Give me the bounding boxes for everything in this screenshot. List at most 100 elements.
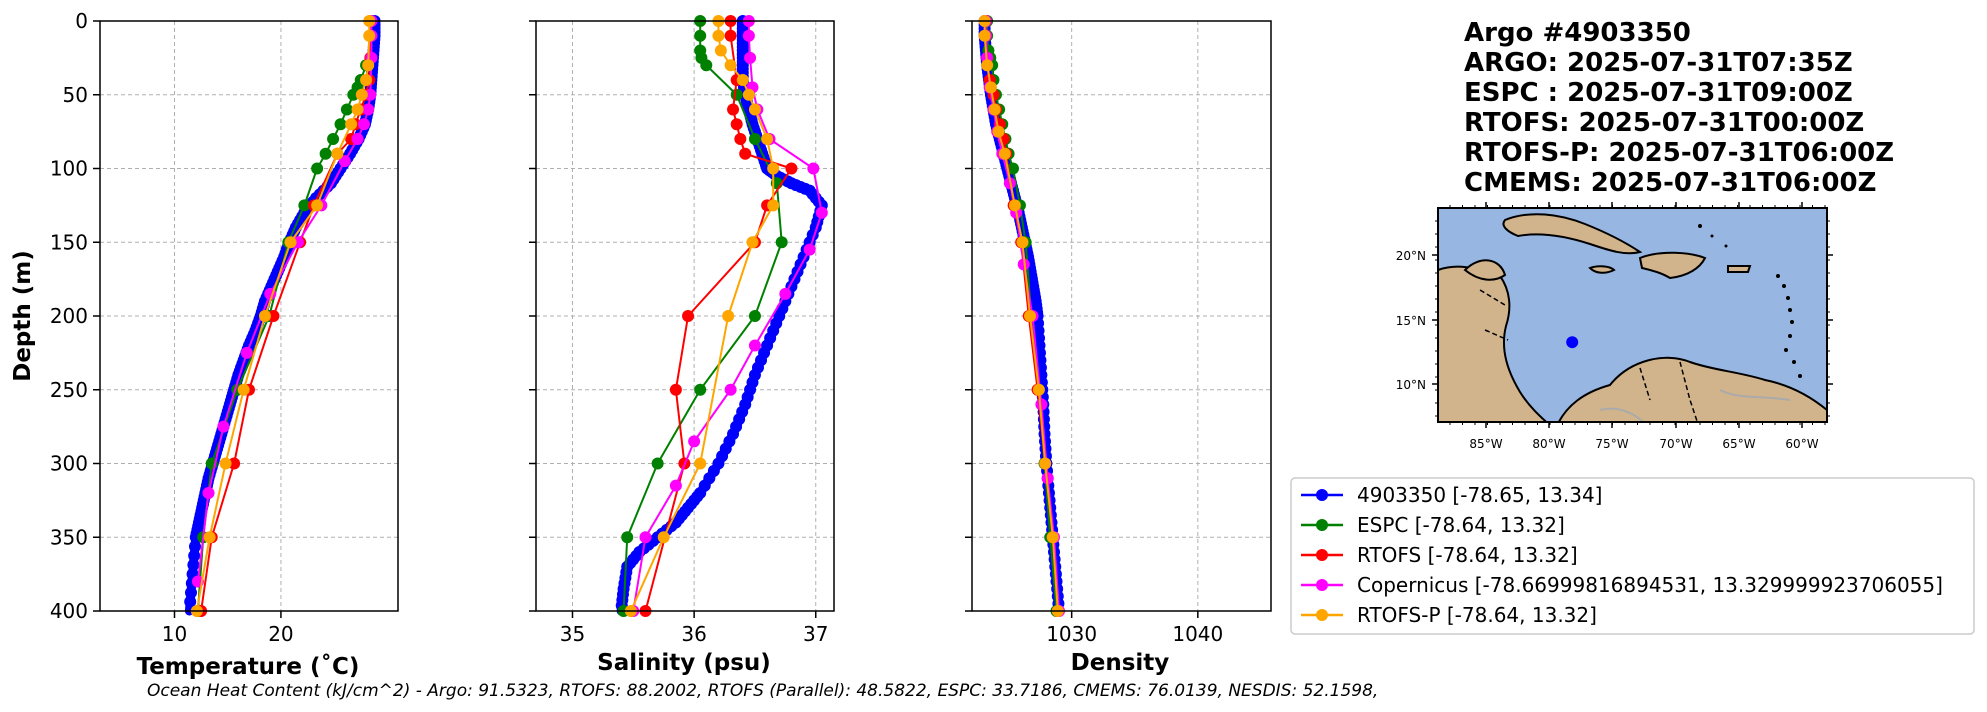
data-point-rtofs [727,103,740,116]
data-point-espc [340,103,353,116]
data-point-argo [188,540,201,553]
data-point-copernicus [724,383,737,396]
data-point-rtofsp [1032,383,1045,396]
y-tick-label: 350 [50,525,88,549]
ylabel-depth: Depth (m) [10,250,36,382]
y-tick-label: 150 [50,230,88,254]
data-point-argo [184,595,197,608]
data-point-copernicus [351,133,364,145]
x-tick-label: 35 [560,622,585,646]
map-land-jamaica [1588,265,1616,274]
xlabel-salinity: Salinity (psu) [597,650,771,676]
data-point-copernicus [807,162,820,175]
y-tick-label: 200 [50,304,88,328]
data-point-copernicus [240,346,253,359]
data-point-rtofs [734,133,747,145]
data-point-rtofsp [992,125,1005,138]
x-tick-label: 36 [681,622,706,646]
data-point-copernicus [744,51,757,64]
data-point-rtofsp [767,162,780,175]
data-point-espc [748,310,761,322]
data-point-copernicus [815,206,828,219]
data-point-rtofs [739,147,752,160]
data-point-espc [748,133,761,145]
data-point-rtofsp [724,59,737,72]
legend: 4903350 [-78.65, 13.34] ESPC [-78.64, 13… [1290,477,1975,635]
legend-label-rtofsp: RTOFS-P [-78.64, 13.32] [1357,603,1597,627]
data-point-copernicus [803,243,816,256]
data-point-copernicus [742,29,755,42]
data-point-rtofsp [978,29,991,42]
data-point-espc [1007,162,1020,175]
map-land-south-america [1557,356,1827,422]
data-point-argo [188,549,201,562]
info-title: Argo #4903350 [1464,18,1691,48]
data-point-rtofs [228,457,241,470]
data-point-rtofsp [237,383,250,396]
legend-label-rtofs: RTOFS [-78.64, 13.32] [1357,543,1578,567]
legend-marker-espc [1316,519,1328,531]
y-tick-label: 300 [50,452,88,476]
data-point-espc [327,133,340,145]
data-point-rtofsp [355,88,368,101]
legend-label-argo: 4903350 [-78.65, 13.34] [1357,483,1602,507]
data-point-rtofsp [1046,531,1059,544]
data-point-copernicus [338,155,351,168]
data-point-espc [694,383,707,396]
data-point-rtofsp [746,236,759,249]
data-point-copernicus [779,287,792,300]
map-lon-tick-60: 60°W [1785,437,1818,451]
legend-markers [1301,489,1343,621]
data-point-copernicus [688,435,701,448]
data-point-rtofsp [1024,310,1037,322]
data-point-espc [319,147,332,160]
map-land-hispaniola [1638,251,1707,280]
data-point-espc [621,531,634,544]
y-tick-label: 100 [50,157,88,181]
map-land-puerto-rico [1727,265,1752,273]
data-point-copernicus [217,420,230,433]
map-lon-tick-85: 85°W [1469,437,1502,451]
info-cmems-time: CMEMS: 2025-07-31T06:00Z [1464,168,1876,198]
data-point-rtofsp [351,103,364,116]
data-point-rtofsp [694,457,707,470]
data-point-rtofsp [203,531,216,544]
data-point-copernicus [357,118,370,131]
data-point-rtofsp [1039,457,1052,470]
data-point-rtofsp [761,133,774,145]
data-point-rtofsp [748,103,761,116]
map-lon-tick-75: 75°W [1595,437,1628,451]
data-point-rtofsp [1016,236,1029,249]
data-point-rtofsp [712,29,725,42]
xlabel-temperature: Temperature (˚C) [137,653,360,680]
series-rtofsp [978,15,1064,617]
y-tick-label: 0 [75,9,88,33]
data-point-argo [187,558,200,571]
map-land-lesser-antilles [1698,224,1802,378]
map-lat-tick-20: 20°N [1396,249,1426,263]
data-point-copernicus [669,479,682,492]
y-tick-label: 250 [50,378,88,402]
y-tick-label: 50 [63,83,88,107]
data-point-argo [184,586,197,599]
map-land-yucatan [1463,259,1507,281]
data-point-rtofs [785,162,798,175]
data-point-rtofs [267,310,280,322]
data-point-copernicus [1041,472,1054,485]
map-lon-tick-65: 65°W [1722,437,1755,451]
data-point-copernicus [1035,398,1048,411]
data-point-espc [700,59,713,72]
data-point-rtofsp [284,236,297,249]
data-point-copernicus [748,339,761,352]
info-block: Argo #4903350 ARGO: 2025-07-31T07:35Z ES… [1464,18,1894,198]
map-land-cuba [1502,213,1643,255]
data-point-rtofsp [362,59,375,72]
map-lat-tick-10: 10°N [1396,378,1426,392]
series-rtofsp [624,15,780,617]
data-point-espc [775,236,788,249]
map-borders [1479,289,1699,422]
data-point-rtofsp [767,199,780,212]
data-point-espc [730,88,743,101]
